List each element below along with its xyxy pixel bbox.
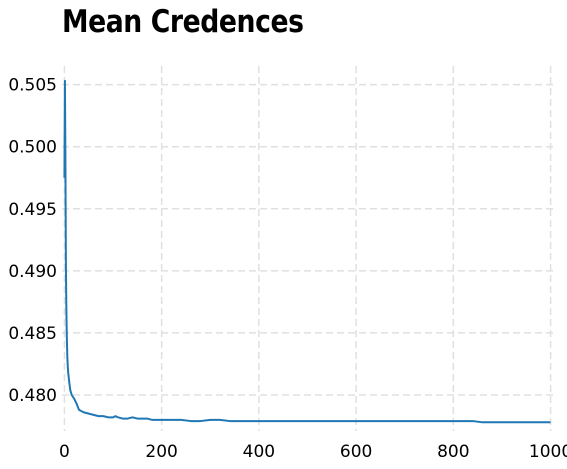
x-tick-label: 800 <box>437 442 469 462</box>
y-tick-label: 0.495 <box>8 200 57 220</box>
y-tick-label: 0.505 <box>8 76 57 96</box>
y-tick-label: 0.500 <box>8 138 57 158</box>
x-tick-label: 600 <box>340 442 372 462</box>
series-layer <box>63 79 551 424</box>
chart-title: Mean Credences <box>62 4 304 40</box>
x-tick-label: 0 <box>59 442 70 462</box>
x-tick-label: 1000 <box>529 442 567 462</box>
tick-layer: 0 200 400 600 800 1000 0.480 0.485 0.490 0.495 0.5… <box>8 76 567 462</box>
x-tick-label: 400 <box>243 442 275 462</box>
series-line-0 <box>63 79 551 424</box>
grid-layer <box>62 66 553 431</box>
y-tick-label: 0.490 <box>8 262 57 282</box>
x-tick-label: 200 <box>145 442 177 462</box>
y-tick-label: 0.485 <box>8 324 57 344</box>
y-tick-label: 0.480 <box>8 386 57 406</box>
